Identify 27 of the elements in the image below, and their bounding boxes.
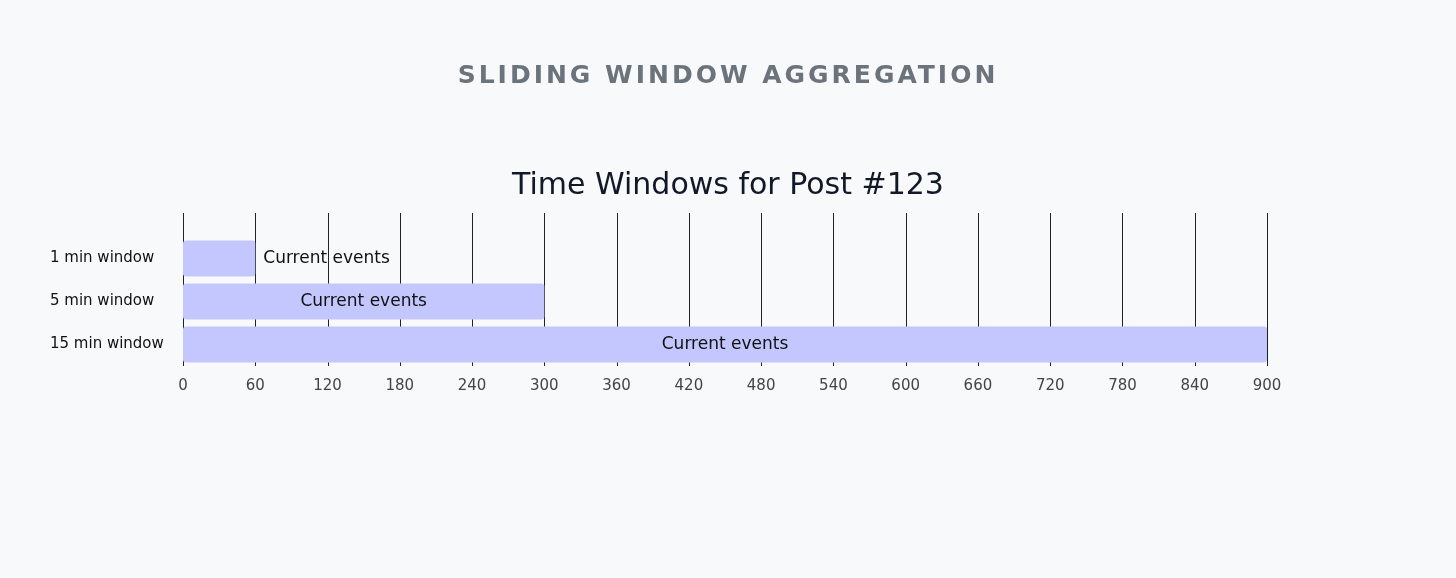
x-tick-label: 240 [457, 375, 487, 394]
y-tick-label: 1 min window [50, 248, 155, 267]
x-tick-label: 300 [530, 375, 559, 394]
x-tick-label: 720 [1035, 375, 1065, 394]
x-tick-label: 600 [891, 375, 920, 394]
y-tick-label: 15 min window [50, 334, 164, 353]
bar [183, 283, 545, 320]
x-tick-label: 840 [1180, 375, 1210, 394]
x-tick-label: 120 [313, 375, 342, 394]
x-tick-label: 0 [178, 375, 188, 394]
data-label: Current events [300, 289, 428, 310]
x-tick-label: 180 [385, 375, 415, 394]
chart-title: SLIDING WINDOW AGGREGATION [456, 60, 1000, 89]
x-tick-label: 360 [602, 375, 631, 394]
bar [183, 240, 256, 277]
data-label: Current events [263, 246, 390, 267]
x-tick-label: 480 [746, 375, 776, 394]
bar [183, 326, 1267, 363]
x-tick-label: 780 [1108, 375, 1137, 394]
x-tick-label: 900 [1252, 375, 1282, 394]
chart-subtitle: Time Windows for Post #123 [511, 166, 945, 201]
x-tick-label: 420 [674, 375, 704, 394]
x-tick-label: 60 [245, 375, 265, 394]
x-tick-label: 660 [963, 375, 993, 394]
data-label: Current events [661, 332, 789, 353]
x-tick-label: 540 [819, 375, 848, 394]
y-tick-label: 5 min window [50, 291, 155, 310]
